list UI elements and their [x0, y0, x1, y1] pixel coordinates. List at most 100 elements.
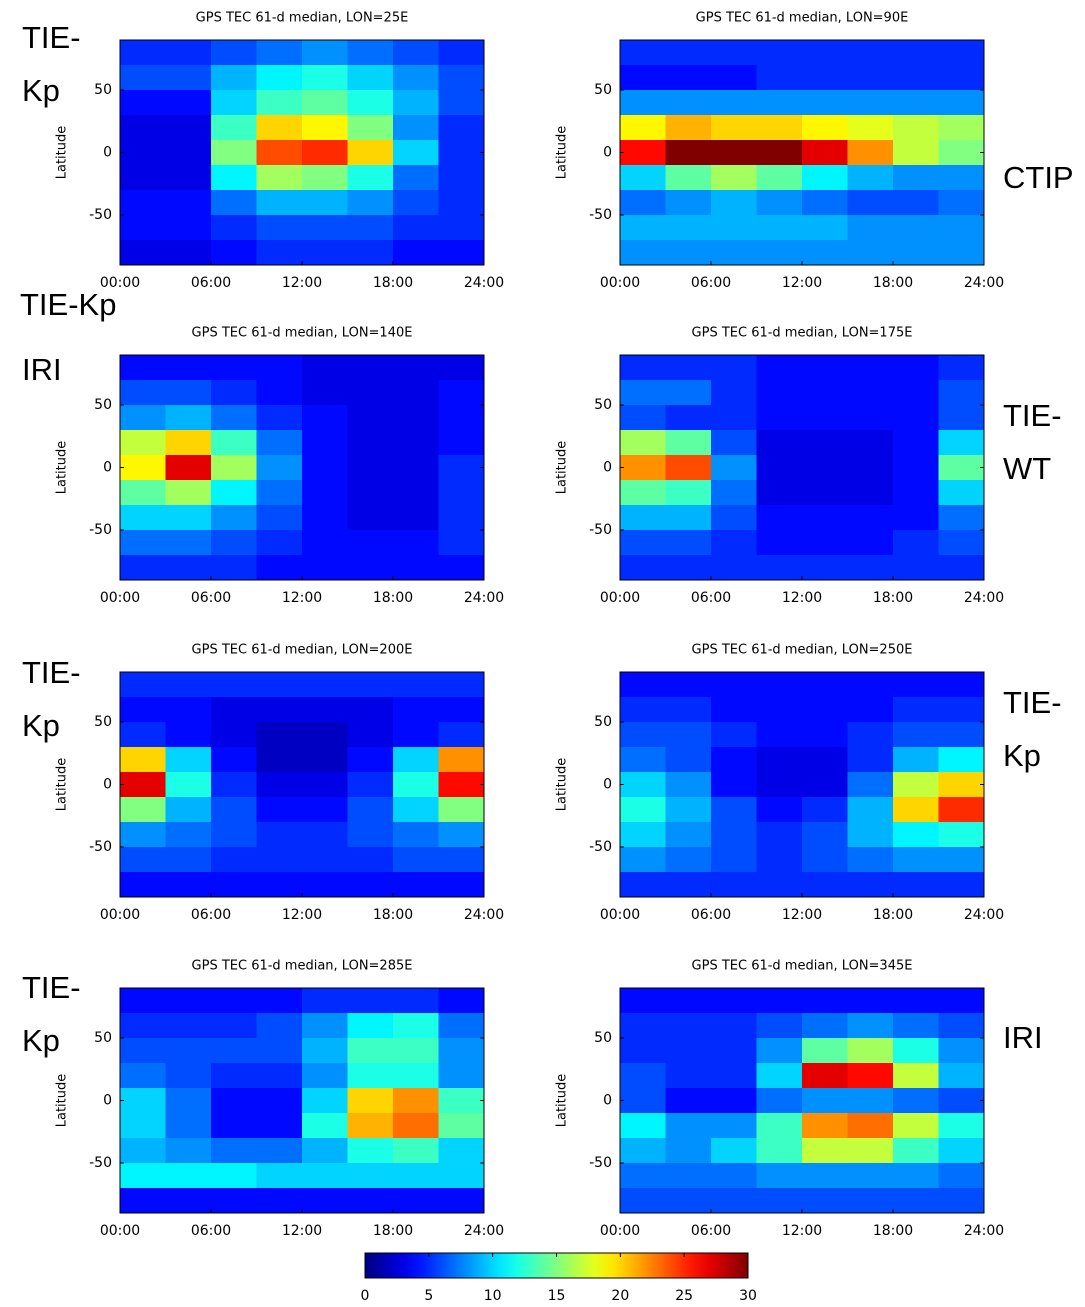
heat-cell: [847, 847, 894, 873]
heat-cell: [302, 480, 348, 506]
heat-cell: [802, 40, 848, 66]
heat-cell: [938, 240, 985, 266]
heat-cell: [938, 40, 985, 66]
heat-cell: [393, 1013, 439, 1039]
heat-cell: [256, 140, 303, 166]
heat-cell: [802, 1063, 848, 1089]
heat-cell: [165, 165, 212, 191]
heat-cell: [802, 240, 848, 266]
y-tick-label: 50: [94, 1030, 112, 1046]
heat-cell: [847, 90, 894, 116]
heat-cell: [938, 747, 985, 773]
heat-cell: [165, 1088, 212, 1114]
y-axis-label: Latitude: [555, 126, 570, 180]
heat-cell: [711, 822, 757, 848]
heat-cell: [347, 988, 394, 1014]
heat-cell: [165, 1188, 212, 1214]
heat-cell: [211, 455, 257, 481]
heat-cell: [620, 555, 666, 581]
heat-cell: [256, 772, 303, 798]
heat-cell: [120, 1088, 166, 1114]
heat-cell: [211, 822, 257, 848]
heat-cell: [302, 772, 348, 798]
heat-cell: [756, 355, 803, 381]
heat-cell: [120, 1188, 166, 1214]
heat-cell: [893, 1038, 939, 1064]
panel-title: GPS TEC 61-d median, LON=200E: [192, 643, 413, 658]
heat-cell: [438, 115, 485, 141]
heat-cell: [256, 697, 303, 723]
heat-cell: [302, 530, 348, 556]
heat-cell: [665, 530, 712, 556]
heat-cell: [256, 90, 303, 116]
heat-cell: [120, 505, 166, 531]
heat-cell: [120, 797, 166, 823]
y-axis-label: Latitude: [555, 758, 570, 812]
heat-cell: [620, 455, 666, 481]
y-tick-label: 0: [103, 1093, 112, 1109]
heat-cell: [347, 115, 394, 141]
heat-cell: [302, 1063, 348, 1089]
heat-cell: [211, 165, 257, 191]
heat-cell: [438, 847, 485, 873]
heat-cell: [711, 40, 757, 66]
y-tick-label: 0: [103, 777, 112, 793]
heat-cell: [165, 672, 212, 698]
heat-cell: [256, 847, 303, 873]
heat-cell: [802, 355, 848, 381]
heat-cell: [347, 480, 394, 506]
heat-cell: [620, 872, 666, 898]
heat-cell: [711, 988, 757, 1014]
heat-cell: [165, 822, 212, 848]
heat-cell: [847, 380, 894, 406]
heat-cell: [802, 190, 848, 216]
heat-cell: [847, 190, 894, 216]
heat-cell: [665, 455, 712, 481]
side-label: TIE-: [22, 655, 81, 690]
heat-cell: [938, 1088, 985, 1114]
heat-cell: [711, 1113, 757, 1139]
heat-cell: [165, 1038, 212, 1064]
heat-cell: [302, 797, 348, 823]
heat-cell: [938, 797, 985, 823]
heat-cell: [665, 872, 712, 898]
heat-cell: [665, 355, 712, 381]
heat-cell: [847, 1088, 894, 1114]
heat-cell: [302, 1138, 348, 1164]
heat-cell: [347, 697, 394, 723]
heat-cell: [711, 530, 757, 556]
heat-cell: [847, 355, 894, 381]
heat-cell: [438, 797, 485, 823]
heat-cell: [847, 555, 894, 581]
heat-cell: [620, 1013, 666, 1039]
heat-cell: [620, 405, 666, 431]
side-label: Kp: [22, 1023, 60, 1058]
heat-cell: [211, 988, 257, 1014]
heat-cell: [847, 747, 894, 773]
heat-cell: [347, 1063, 394, 1089]
heat-cell: [302, 380, 348, 406]
heat-cell: [938, 772, 985, 798]
heat-cell: [256, 530, 303, 556]
heat-cell: [620, 215, 666, 241]
x-tick-label: 06:00: [191, 1223, 231, 1239]
heat-cell: [756, 872, 803, 898]
heat-cell: [256, 1063, 303, 1089]
y-tick-label: -50: [589, 207, 612, 223]
heat-cell: [211, 797, 257, 823]
heat-cell: [256, 822, 303, 848]
heat-cell: [347, 215, 394, 241]
heat-cell: [393, 747, 439, 773]
heat-cell: [893, 190, 939, 216]
x-tick-label: 00:00: [100, 275, 140, 291]
heat-cell: [847, 672, 894, 698]
heat-cell: [665, 722, 712, 748]
heat-cell: [756, 1038, 803, 1064]
heat-cell: [847, 115, 894, 141]
heat-cell: [302, 165, 348, 191]
heat-cell: [802, 847, 848, 873]
heat-cell: [165, 505, 212, 531]
heat-cell: [665, 697, 712, 723]
heat-cell: [393, 115, 439, 141]
heat-cell: [893, 988, 939, 1014]
